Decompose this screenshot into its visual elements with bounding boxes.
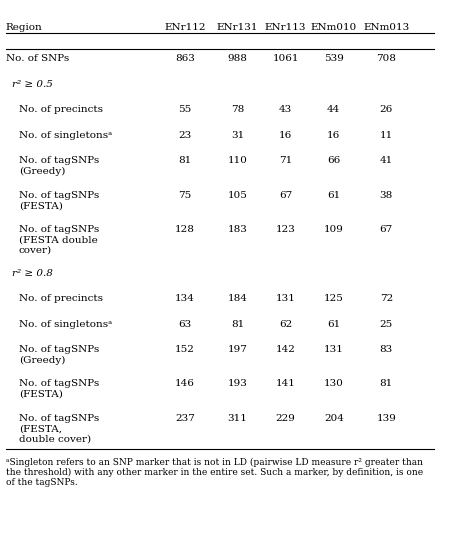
Text: 62: 62 [279,319,292,328]
Text: 55: 55 [179,106,191,114]
Text: 863: 863 [175,54,195,63]
Text: 128: 128 [175,225,195,234]
Text: 63: 63 [179,319,191,328]
Text: 44: 44 [327,106,340,114]
Text: r² ≥ 0.8: r² ≥ 0.8 [12,269,53,278]
Text: 71: 71 [279,156,292,165]
Text: 78: 78 [231,106,244,114]
Text: 43: 43 [279,106,292,114]
Text: 311: 311 [228,414,247,423]
Text: 204: 204 [324,414,344,423]
Text: 61: 61 [327,319,340,328]
Text: 75: 75 [179,191,191,200]
Text: 23: 23 [179,131,191,140]
Text: 988: 988 [228,54,247,63]
Text: No. of tagSNPs
(Greedy): No. of tagSNPs (Greedy) [19,156,99,176]
Text: 708: 708 [376,54,396,63]
Text: 1061: 1061 [273,54,299,63]
Text: 26: 26 [380,106,393,114]
Text: 146: 146 [175,379,195,389]
Text: 61: 61 [327,191,340,200]
Text: No. of tagSNPs
(FESTA): No. of tagSNPs (FESTA) [19,379,99,399]
Text: ENr112: ENr112 [164,22,206,31]
Text: 81: 81 [179,156,191,165]
Text: 109: 109 [324,225,344,234]
Text: ENm010: ENm010 [310,22,357,31]
Text: 83: 83 [380,345,393,354]
Text: 237: 237 [175,414,195,423]
Text: No. of singletonsᵃ: No. of singletonsᵃ [19,131,112,140]
Text: 141: 141 [276,379,296,389]
Text: 139: 139 [376,414,396,423]
Text: No. of tagSNPs
(FESTA double
cover): No. of tagSNPs (FESTA double cover) [19,225,99,255]
Text: 142: 142 [276,345,296,354]
Text: 134: 134 [175,294,195,303]
Text: Region: Region [6,22,43,31]
Text: 193: 193 [228,379,247,389]
Text: 25: 25 [380,319,393,328]
Text: No. of tagSNPs
(Greedy): No. of tagSNPs (Greedy) [19,345,99,365]
Text: 123: 123 [276,225,296,234]
Text: No. of singletonsᵃ: No. of singletonsᵃ [19,319,112,328]
Text: 183: 183 [228,225,247,234]
Text: No. of precincts: No. of precincts [19,106,103,114]
Text: 131: 131 [324,345,344,354]
Text: 130: 130 [324,379,344,389]
Text: 197: 197 [228,345,247,354]
Text: 81: 81 [380,379,393,389]
Text: 41: 41 [380,156,393,165]
Text: No. of SNPs: No. of SNPs [6,54,69,63]
Text: 81: 81 [231,319,244,328]
Text: 67: 67 [279,191,292,200]
Text: 16: 16 [279,131,292,140]
Text: 66: 66 [327,156,340,165]
Text: 229: 229 [276,414,296,423]
Text: 38: 38 [380,191,393,200]
Text: r² ≥ 0.5: r² ≥ 0.5 [12,80,53,89]
Text: 125: 125 [324,294,344,303]
Text: 539: 539 [324,54,344,63]
Text: 110: 110 [228,156,247,165]
Text: ᵃSingleton refers to an SNP marker that is not in LD (pairwise LD measure r² gre: ᵃSingleton refers to an SNP marker that … [6,457,423,488]
Text: No. of tagSNPs
(FESTA,
double cover): No. of tagSNPs (FESTA, double cover) [19,414,99,443]
Text: 152: 152 [175,345,195,354]
Text: ENm013: ENm013 [363,22,410,31]
Text: 105: 105 [228,191,247,200]
Text: 67: 67 [380,225,393,234]
Text: 131: 131 [276,294,296,303]
Text: 16: 16 [327,131,340,140]
Text: 11: 11 [380,131,393,140]
Text: 72: 72 [380,294,393,303]
Text: No. of precincts: No. of precincts [19,294,103,303]
Text: 184: 184 [228,294,247,303]
Text: 31: 31 [231,131,244,140]
Text: ENr131: ENr131 [217,22,258,31]
Text: No. of tagSNPs
(FESTA): No. of tagSNPs (FESTA) [19,191,99,210]
Text: ENr113: ENr113 [265,22,307,31]
